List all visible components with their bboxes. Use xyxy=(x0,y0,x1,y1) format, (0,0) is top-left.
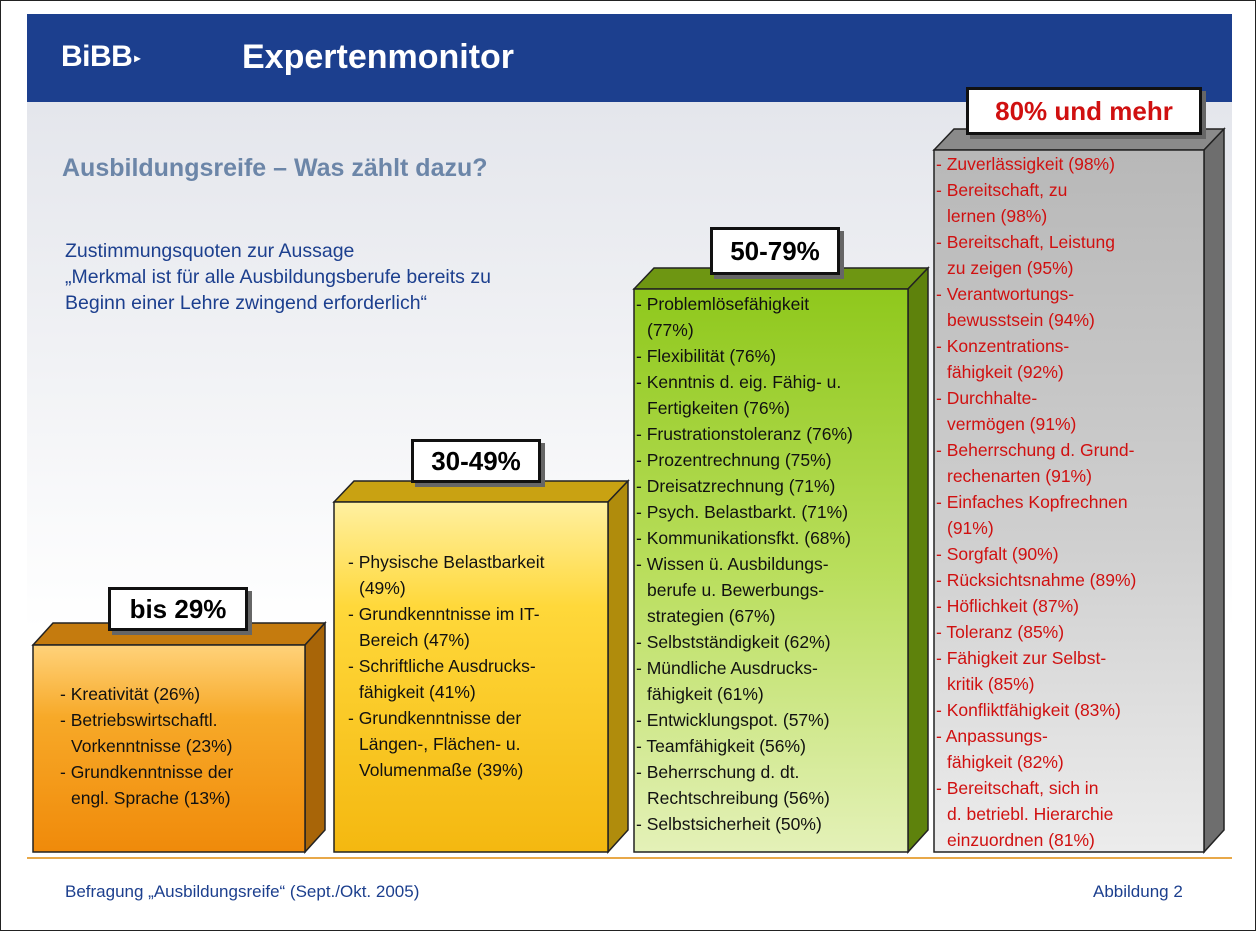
list-item: fähigkeit (61%) xyxy=(647,684,764,704)
list-item: - Mündliche Ausdrucks- xyxy=(636,658,818,678)
logo-text: BiBB xyxy=(61,40,133,73)
intro-line: „Merkmal ist für alle Ausbildungsberufe … xyxy=(65,266,491,288)
list-item: lernen (98%) xyxy=(947,206,1048,226)
slide-subtitle: Ausbildungsreife – Was zählt dazu? xyxy=(62,154,488,182)
list-item: Längen-, Flächen- u. xyxy=(359,734,521,754)
list-item: bewusstsein (94%) xyxy=(947,310,1095,330)
list-item: - Prozentrechnung (75%) xyxy=(636,450,832,470)
list-item: - Sorgfalt (90%) xyxy=(936,544,1059,564)
bar-30-49-label: 30-49% xyxy=(411,439,541,483)
bar-50-79-label: 50-79% xyxy=(710,227,840,275)
list-item: kritik (85%) xyxy=(947,674,1035,694)
list-item: strategien (67%) xyxy=(647,606,776,626)
list-item: fähigkeit (82%) xyxy=(947,752,1064,772)
list-item: Volumenmaße (39%) xyxy=(359,760,524,780)
header-title: Expertenmonitor xyxy=(242,38,515,76)
footer-figure-number: Abbildung 2 xyxy=(1093,882,1183,901)
intro-line: Beginn einer Lehre zwingend erforderlich… xyxy=(65,292,428,314)
logo-arrow-icon: ▸ xyxy=(134,51,140,66)
list-item: - Frustrationstoleranz (76%) xyxy=(636,424,853,444)
list-item: Vorkenntnisse (23%) xyxy=(71,736,233,756)
list-item: (77%) xyxy=(647,320,694,340)
list-item: - Verantwortungs- xyxy=(936,284,1075,304)
list-item: - Psych. Belastbarkt. (71%) xyxy=(636,502,849,522)
footer-divider xyxy=(27,857,1232,859)
list-item: einzuordnen (81%) xyxy=(947,830,1095,850)
list-item: - Selbstständigkeit (62%) xyxy=(636,632,831,652)
intro-line: Zustimmungsquoten zur Aussage xyxy=(65,240,355,262)
list-item: - Rücksichtsnahme (89%) xyxy=(936,570,1137,590)
list-item: - Problemlösefähigkeit xyxy=(636,294,810,314)
list-item: - Kreativität (26%) xyxy=(60,684,201,704)
list-item: - Durchhalte- xyxy=(936,388,1038,408)
list-item: - Flexibilität (76%) xyxy=(636,346,777,366)
list-item: - Kommunikationsfkt. (68%) xyxy=(636,528,851,548)
list-item: - Grundkenntnisse im IT- xyxy=(348,604,540,624)
bar-bis-29-list: - Kreativität (26%) - Betriebswirtschaft… xyxy=(60,681,233,811)
list-item: - Höflichkeit (87%) xyxy=(936,596,1079,616)
list-item: - Wissen ü. Ausbildungs- xyxy=(636,554,829,574)
list-item: rechenarten (91%) xyxy=(947,466,1092,486)
list-item: - Dreisatzrechnung (71%) xyxy=(636,476,836,496)
list-item: - Konfliktfähigkeit (83%) xyxy=(936,700,1121,720)
list-item: - Toleranz (85%) xyxy=(936,622,1065,642)
bar-30-49-list: - Physische Belastbarkeit (49%) - Grundk… xyxy=(348,549,544,783)
list-item: Bereich (47%) xyxy=(359,630,470,650)
list-item: (49%) xyxy=(359,578,406,598)
list-item: - Grundkenntnisse der xyxy=(348,708,522,728)
bar-80-plus-list: - Zuverlässigkeit (98%) - Bereitschaft, … xyxy=(936,151,1136,853)
list-item: fähigkeit (41%) xyxy=(359,682,476,702)
list-item: - Selbstsicherheit (50%) xyxy=(636,814,822,834)
list-item: - Einfaches Kopfrechnen xyxy=(936,492,1128,512)
list-item: - Bereitschaft, sich in xyxy=(936,778,1099,798)
list-item: - Kenntnis d. eig. Fähig- u. xyxy=(636,372,842,392)
list-item: - Fähigkeit zur Selbst- xyxy=(936,648,1107,668)
footer-source: Befragung „Ausbildungsreife“ (Sept./Okt.… xyxy=(65,882,420,901)
list-item: - Zuverlässigkeit (98%) xyxy=(936,154,1115,174)
list-item: - Beherrschung d. Grund- xyxy=(936,440,1135,460)
bibb-logo: BiBB ▸ xyxy=(61,40,140,74)
list-item: engl. Sprache (13%) xyxy=(71,788,231,808)
list-item: Fertigkeiten (76%) xyxy=(647,398,790,418)
list-item: - Konzentrations- xyxy=(936,336,1070,356)
list-item: fähigkeit (92%) xyxy=(947,362,1064,382)
bar-80-plus-label: 80% und mehr xyxy=(966,87,1202,135)
list-item: d. betriebl. Hierarchie xyxy=(947,804,1114,824)
list-item: vermögen (91%) xyxy=(947,414,1077,434)
list-item: - Bereitschaft, zu xyxy=(936,180,1068,200)
bar-bis-29-label: bis 29% xyxy=(108,587,248,631)
list-item: Rechtschreibung (56%) xyxy=(647,788,830,808)
list-item: - Physische Belastbarkeit xyxy=(348,552,545,572)
list-item: berufe u. Bewerbungs- xyxy=(647,580,825,600)
list-item: - Grundkenntnisse der xyxy=(60,762,234,782)
list-item: - Betriebswirtschaftl. xyxy=(60,710,218,730)
list-item: - Bereitschaft, Leistung xyxy=(936,232,1115,252)
list-item: - Entwicklungspot. (57%) xyxy=(636,710,830,730)
list-item: - Schriftliche Ausdrucks- xyxy=(348,656,536,676)
list-item: - Anpassungs- xyxy=(936,726,1048,746)
list-item: - Teamfähigkeit (56%) xyxy=(636,736,806,756)
list-item: - Beherrschung d. dt. xyxy=(636,762,800,782)
list-item: zu zeigen (95%) xyxy=(947,258,1074,278)
list-item: (91%) xyxy=(947,518,994,538)
intro-text: Zustimmungsquoten zur Aussage „Merkmal i… xyxy=(65,238,491,316)
bar-50-79-list: - Problemlösefähigkeit (77%) - Flexibili… xyxy=(636,291,853,837)
